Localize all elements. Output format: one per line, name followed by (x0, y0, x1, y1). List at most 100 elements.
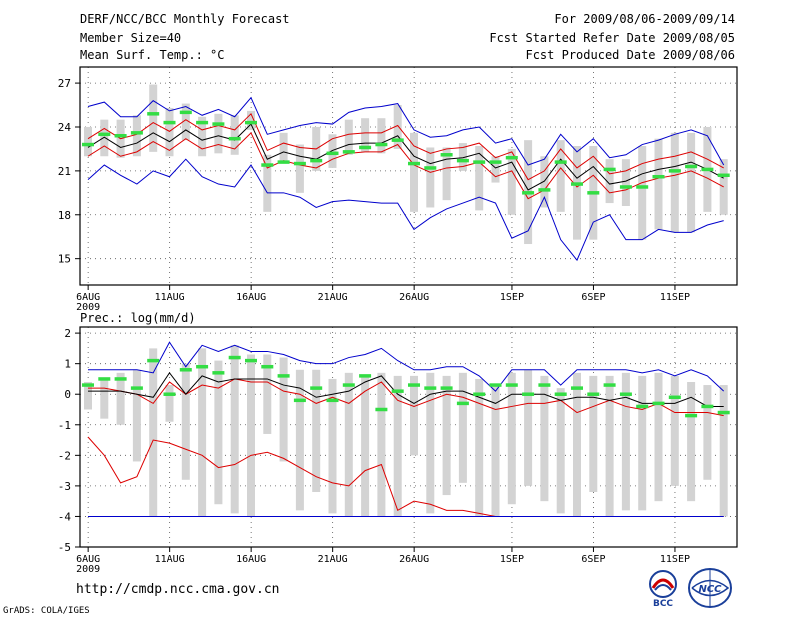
spread-box-34 (638, 146, 647, 240)
member-size: Member Size=40 (80, 31, 182, 45)
spread-box-13 (295, 144, 304, 193)
x-tick-label-6: 6SEP (581, 554, 605, 565)
bcc-logo: BCC (649, 570, 677, 608)
spread-box-17 (361, 375, 370, 517)
x-tick-label-6: 6SEP (581, 292, 605, 303)
spread-box-9 (230, 345, 239, 514)
spread-box-37 (687, 382, 696, 502)
spread-box-37 (687, 132, 696, 233)
x-tick-label-7: 11SEP (660, 554, 690, 565)
spread-box-38 (703, 385, 712, 480)
variable-label: Mean Surf. Temp.: °C (80, 48, 225, 62)
series-line-2 (87, 123, 724, 191)
x-tick-label-4: 26AUG (399, 292, 429, 303)
grads-credit: GrADS: COLA/IGES (3, 606, 90, 616)
x-tick-label-5: 1SEP (500, 554, 524, 565)
ncc-logo: NCC (688, 568, 732, 608)
y-tick-label-5: 0 (64, 388, 71, 401)
spread-box-30 (573, 146, 581, 240)
spread-box-5 (165, 107, 174, 157)
spread-box-18 (377, 118, 386, 154)
x-tick-label-0: 6AUG (76, 292, 100, 303)
spread-box-23 (458, 143, 467, 171)
temperature-panel: 15 18 21 24 27 6AUG 11AUG 16AUG 21AUG 26AUG 1SEP 6S… (58, 66, 738, 313)
spread-box-21 (426, 372, 435, 514)
spread-box-33 (621, 159, 630, 206)
spread-box-8 (214, 113, 223, 154)
produced-date: Fcst Produced Date 2009/08/06 (525, 48, 735, 62)
spread-box-39 (719, 385, 728, 517)
series-line-1 (87, 112, 724, 181)
spread-box-32 (605, 375, 614, 517)
spread-box-25 (491, 385, 500, 517)
spread-box-32 (605, 159, 614, 204)
spread-box-31 (589, 375, 598, 492)
y-tick-label-4: -1 (58, 419, 71, 432)
series-line-2 (88, 371, 724, 407)
spread-box-12 (279, 357, 288, 462)
spread-box-24 (475, 146, 484, 211)
spread-box-4 (149, 84, 158, 152)
plot-frame (79, 326, 738, 548)
spread-box-26 (507, 148, 516, 215)
series-line-0 (87, 96, 725, 166)
source-url[interactable]: http://cmdp.ncc.cma.gov.cn (76, 582, 280, 597)
x-tick-label-7: 11SEP (660, 292, 690, 303)
spread-box-6 (181, 363, 190, 480)
spread-box-7 (198, 116, 207, 157)
spread-box-16 (344, 119, 353, 155)
spread-box-20 (410, 132, 418, 212)
spread-box-1 (100, 378, 109, 419)
spread-box-18 (377, 372, 386, 517)
spread-box-28 (540, 375, 549, 502)
spread-box-3 (132, 115, 141, 157)
spread-box-29 (556, 140, 565, 212)
spread-box-33 (621, 372, 630, 511)
spread-box-25 (491, 156, 500, 183)
spread-box-22 (442, 147, 451, 201)
spread-box-30 (573, 372, 581, 517)
y-tick-label-7: 2 (64, 327, 71, 340)
y-tick-label-3: 24 (58, 121, 72, 134)
refer-date: Fcst Started Refer Date 2009/08/05 (489, 31, 735, 45)
spread-box-11 (263, 154, 272, 212)
series-line-0 (88, 341, 725, 392)
y-tick-label-1: -4 (58, 510, 72, 523)
x-tick-label-2: 16AUG (236, 554, 266, 565)
x-tick-label-3: 21AUG (318, 292, 348, 303)
series-line-1 (88, 378, 724, 417)
year-label: 2009 (76, 302, 100, 313)
spread-box-7 (198, 348, 207, 517)
spread-box-11 (263, 354, 272, 434)
x-tick-label-2: 16AUG (236, 292, 266, 303)
spread-box-27 (524, 369, 533, 486)
svg-text:NCC: NCC (698, 584, 722, 595)
spread-box-29 (556, 388, 565, 514)
chart-title: DERF/NCC/BCC Monthly Forecast (80, 12, 290, 26)
x-tick-label-0: 6AUG (76, 554, 100, 565)
spread-box-8 (214, 360, 223, 505)
y-tick-label-2: -3 (58, 480, 71, 493)
spread-box-34 (638, 375, 647, 511)
spread-box-17 (361, 118, 370, 152)
x-tick-label-5: 1SEP (500, 292, 524, 303)
spread-box-12 (279, 132, 288, 161)
spread-box-14 (312, 369, 321, 492)
year-label: 2009 (76, 564, 100, 575)
spread-box-2 (116, 372, 125, 425)
plot-frame (79, 66, 738, 286)
spread-box-23 (458, 372, 467, 483)
forecast-period: For 2009/08/06-2009/09/14 (554, 12, 735, 26)
spread-box-15 (328, 134, 337, 168)
spread-box-1 (100, 119, 109, 157)
spread-box-16 (344, 372, 353, 517)
spread-box-6 (181, 103, 190, 141)
x-tick-label-4: 26AUG (399, 554, 429, 565)
spread-box-36 (670, 375, 679, 486)
spread-box-19 (393, 375, 402, 517)
spread-box-36 (670, 132, 679, 233)
spread-box-19 (393, 105, 402, 149)
svg-text:BCC: BCC (653, 599, 673, 608)
